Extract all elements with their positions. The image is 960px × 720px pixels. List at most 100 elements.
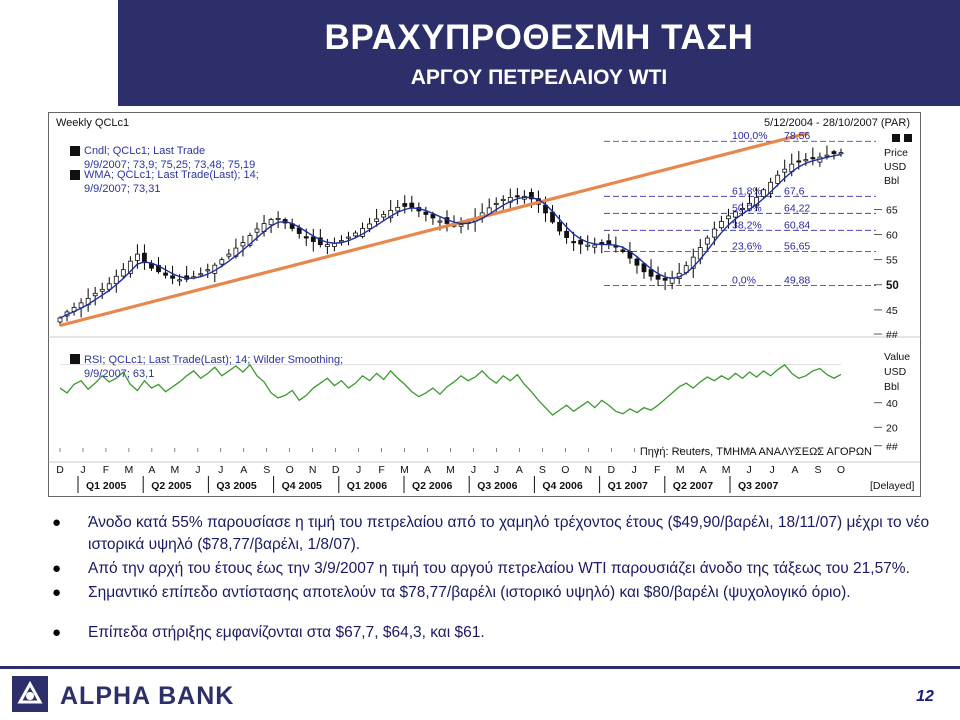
price-axis-label: Bbl: [884, 175, 899, 187]
month-label: N: [585, 464, 593, 476]
candle-body: [500, 198, 506, 201]
fib-percent-label: 50,0%: [732, 202, 762, 214]
month-label: O: [286, 464, 294, 476]
candle-body: [838, 152, 844, 155]
candle-body: [458, 224, 464, 227]
candle-body: [324, 244, 330, 247]
fibonacci-levels: [604, 140, 876, 286]
month-label: S: [539, 464, 546, 476]
rsi-axis-label: Bbl: [884, 381, 899, 393]
legend-swatch-icon: [70, 146, 80, 156]
candle-body: [247, 235, 253, 246]
candle-body: [310, 236, 316, 242]
candle-body: [704, 237, 710, 245]
list-item: ● Άνοδο κατά 55% παρουσίασε η τιμή του πε…: [52, 512, 932, 556]
candle-body: [620, 249, 626, 253]
candle-body: [578, 239, 584, 245]
price-tick-label: 55: [886, 255, 898, 267]
candle-body: [198, 273, 204, 276]
fib-value-label: 67,6: [784, 185, 805, 197]
quarter-label: Q2 2006: [412, 480, 452, 492]
quarter-label: Q2 2007: [673, 480, 713, 492]
month-label: A: [792, 464, 799, 476]
candle-body: [761, 189, 767, 198]
legend-swatch-icon: [904, 134, 912, 142]
candle-body: [557, 221, 562, 232]
candle-body: [170, 275, 175, 279]
list-item: ● Επίπεδα στήριξης εμφανίζονται στα $67,7…: [52, 622, 932, 644]
month-label: A: [700, 464, 707, 476]
fib-percent-label: 38,2%: [732, 219, 762, 231]
month-label: M: [170, 464, 179, 476]
month-label: A: [240, 464, 247, 476]
month-label: J: [356, 464, 361, 476]
legend-label: Cndl; QCLc1; Last Trade: [84, 145, 205, 157]
candle-body: [634, 258, 640, 266]
page-title: ΒΡΑΧΥΠΡΟΘΕΣΜΗ ΤΑΣΗ: [324, 18, 754, 57]
month-label: J: [80, 464, 85, 476]
price-tick-label: 45: [886, 305, 898, 317]
price-tick-label: ##: [886, 329, 898, 341]
legend-swatch-icon: [70, 354, 80, 364]
candle-body: [120, 269, 126, 277]
candle-body: [740, 207, 745, 210]
candle-body: [127, 260, 133, 274]
candle-body: [831, 151, 837, 155]
legend-label: 9/9/2007; 73,9; 75,25; 73,48; 75,19: [84, 159, 255, 171]
price-tick-label: 60: [886, 230, 898, 242]
price-tick-label: 65: [886, 204, 898, 216]
month-label: M: [446, 464, 455, 476]
candle-body: [106, 283, 112, 290]
logo-panel: [0, 0, 118, 106]
fib-value-label: 60,84: [784, 219, 810, 231]
candle-body: [423, 211, 429, 215]
month-label: N: [309, 464, 317, 476]
candle-body: [275, 218, 281, 221]
month-label: J: [218, 464, 223, 476]
candle-body: [367, 223, 372, 229]
candle-body: [268, 219, 274, 226]
month-label: A: [148, 464, 155, 476]
indicator-lines: [59, 131, 842, 416]
bullet-icon: ●: [52, 560, 62, 577]
month-label: O: [561, 464, 569, 476]
rsi-line: [59, 363, 842, 416]
candle-body: [388, 210, 394, 219]
fib-value-label: 56,65: [784, 240, 810, 252]
quarter-label: Q1 2007: [608, 480, 648, 492]
bullet-text: Από την αρχή του έτους έως την 3/9/2007 …: [88, 560, 910, 577]
month-label: A: [424, 464, 431, 476]
wma-line: [59, 153, 842, 319]
bullet-icon: ●: [52, 624, 62, 641]
alpha-emblem-graphic: [12, 676, 48, 712]
footer: [0, 664, 960, 720]
rsi-tick-label: 40: [886, 398, 898, 410]
fib-value-label: 78,56: [784, 130, 810, 142]
fib-percent-label: 100,0%: [732, 130, 768, 142]
candle-body: [655, 274, 661, 280]
candle-body: [254, 228, 260, 233]
candle-body: [810, 157, 816, 160]
candle-body: [142, 252, 147, 264]
price-axis-label: USD: [884, 161, 907, 173]
candle-body: [339, 240, 344, 243]
candle-body: [226, 253, 232, 257]
candle-body: [493, 202, 499, 205]
candle-body: [669, 277, 675, 284]
price-axis-label: Price: [884, 147, 908, 159]
candle-body: [571, 241, 577, 244]
quarter-label: Q4 2005: [282, 480, 322, 492]
candle-body: [514, 195, 520, 198]
month-label: D: [332, 464, 340, 476]
month-label: M: [676, 464, 685, 476]
list-item: ● Από την αρχή του έτους έως την 3/9/2007…: [52, 558, 932, 580]
candle-body: [803, 159, 809, 162]
candle-body: [585, 244, 591, 247]
candle-body: [711, 228, 717, 238]
panel-title: Weekly QCLc1: [56, 117, 129, 129]
candle-body: [437, 220, 443, 223]
candle-body: [754, 196, 759, 206]
candle-body: [662, 277, 668, 281]
candle-body: [718, 221, 724, 229]
month-label: J: [471, 464, 476, 476]
